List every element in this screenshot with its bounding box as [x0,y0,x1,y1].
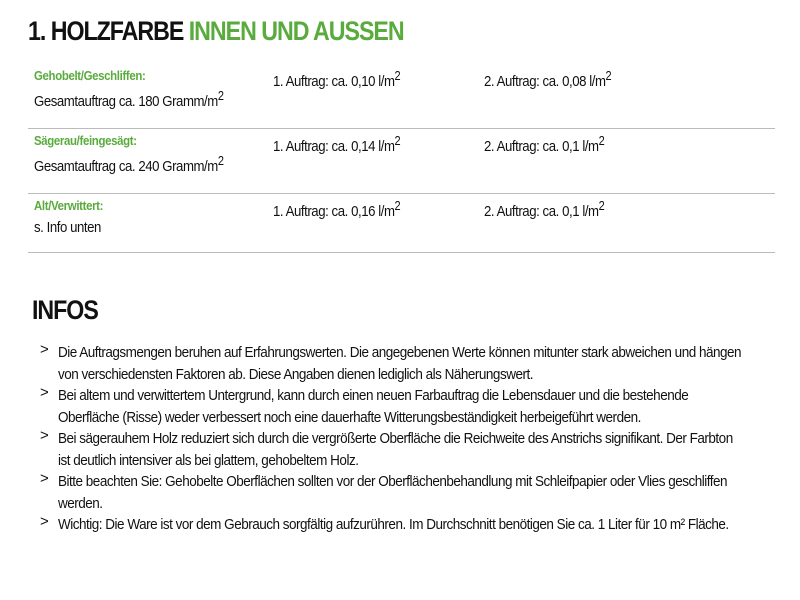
chevron-right-icon: > [40,513,49,530]
table-row: Alt/Verwittert: s. Info unten 1. Auftrag… [28,194,775,253]
chevron-right-icon: > [40,341,49,358]
infos-list: > Die Auftragsmengen beruhen auf Erfahrun… [40,341,760,536]
list-item: > Bitte beachten Sie: Gehobelte Oberfläch… [40,470,728,512]
coat-2: 2. Auftrag: ca. 0,1 l/m2 [484,134,605,155]
list-item: > Die Auftragsmengen beruhen auf Erfahrun… [40,341,742,383]
coat-2: 2. Auftrag: ca. 0,1 l/m2 [484,199,605,220]
coat-1: 1. Auftrag: ca. 0,14 l/m2 [273,134,401,155]
list-item: > Wichtig: Die Ware ist vor dem Gebrauch … [40,513,729,533]
title-black: 1. HOLZFARBE [28,16,184,46]
chevron-right-icon: > [40,427,49,444]
list-item: > Bei sägerauhem Holz reduziert sich durc… [40,427,733,469]
row-total: s. Info unten [34,219,101,236]
chevron-right-icon: > [40,384,49,401]
coat-2: 2. Auftrag: ca. 0,08 l/m2 [484,69,612,90]
row-total: Gesamtauftrag ca. 240 Gramm/m2 [34,154,224,175]
chevron-right-icon: > [40,470,49,487]
coat-1: 1. Auftrag: ca. 0,16 l/m2 [273,199,401,220]
title-green: INNEN UND AUSSEN [188,16,405,46]
section-title: 1. HOLZFARBE INNEN UND AUSSEN [28,16,405,47]
list-item: > Bei altem und verwittertem Untergrund, … [40,384,689,426]
coat-1: 1. Auftrag: ca. 0,10 l/m2 [273,69,401,90]
row-total: Gesamtauftrag ca. 180 Gramm/m2 [34,89,224,110]
coverage-table: Gehobelt/Geschliffen: Gesamtauftrag ca. … [28,64,775,253]
infos-heading: INFOS [32,295,99,325]
row-label: Gehobelt/Geschliffen: [34,68,146,83]
table-row: Gehobelt/Geschliffen: Gesamtauftrag ca. … [28,64,775,129]
table-row: Sägerau/feingesägt: Gesamtauftrag ca. 24… [28,129,775,194]
row-label: Alt/Verwittert: [34,198,104,213]
row-label: Sägerau/feingesägt: [34,133,137,148]
